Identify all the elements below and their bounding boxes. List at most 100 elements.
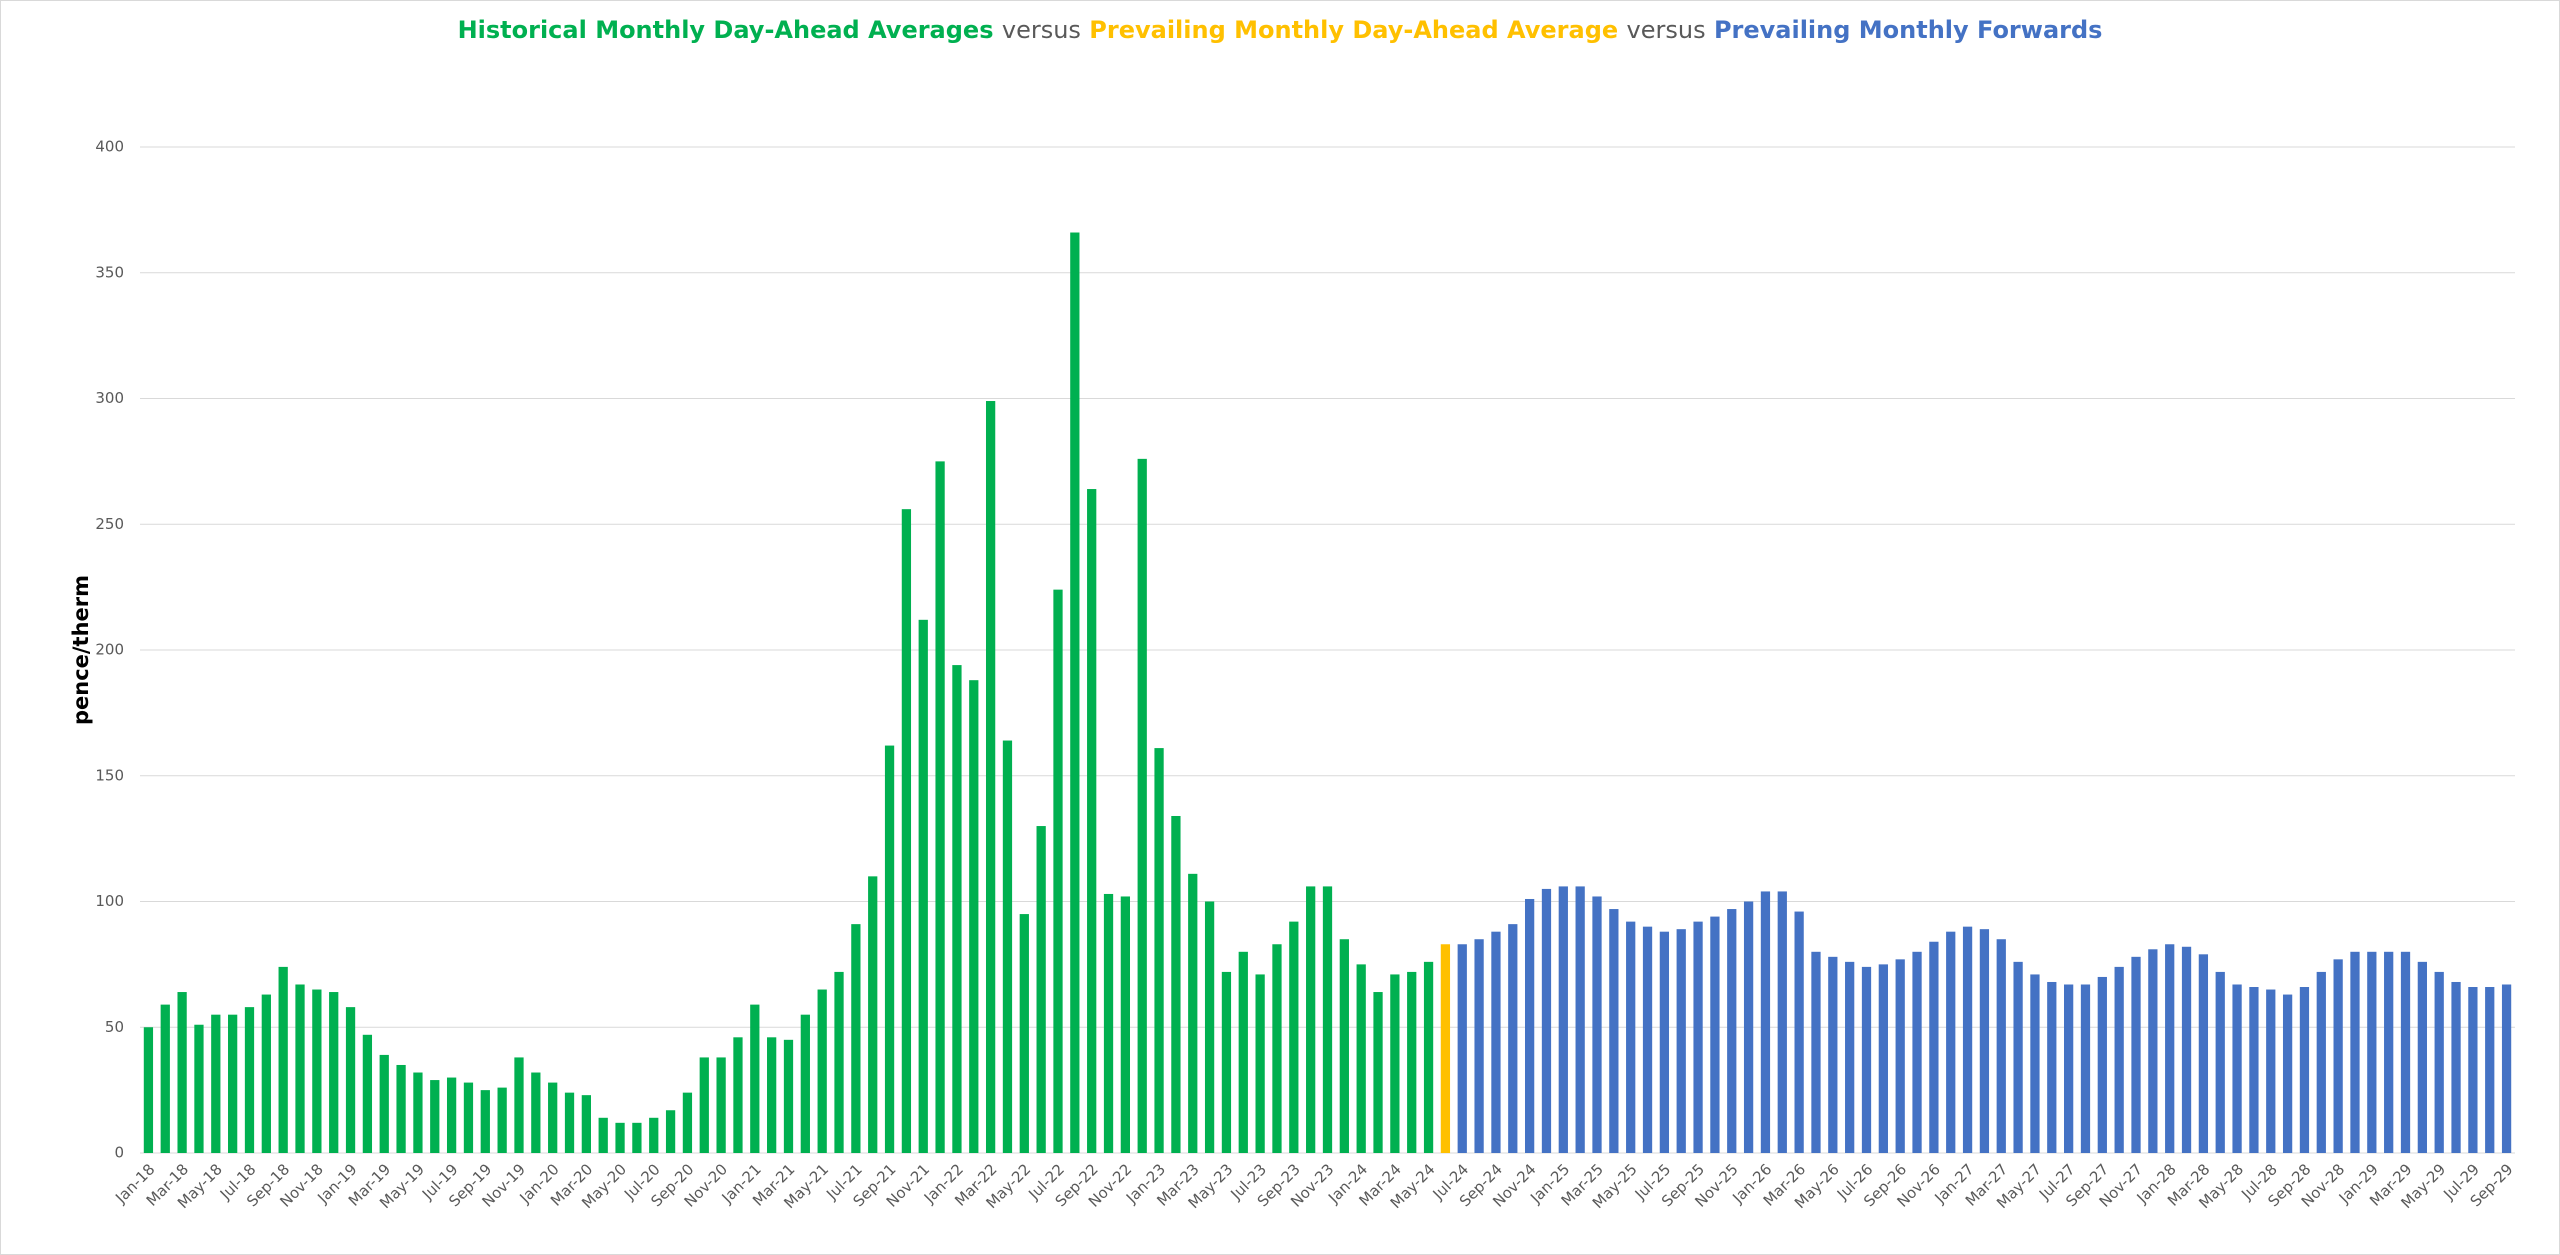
- bar: [1255, 974, 1265, 1153]
- bar: [2249, 987, 2259, 1153]
- bar: [1727, 909, 1737, 1153]
- bar: [2501, 984, 2512, 1153]
- bar: [901, 509, 912, 1153]
- bar: [1171, 815, 1181, 1153]
- bar: [1390, 974, 1400, 1153]
- bar: [2350, 951, 2360, 1153]
- bar: [278, 966, 288, 1153]
- bar: [2047, 981, 2057, 1153]
- bar: [649, 1117, 659, 1153]
- bar: [1828, 956, 1838, 1153]
- bar: [1120, 896, 1131, 1153]
- bar: [817, 989, 827, 1153]
- bar: [1979, 929, 1990, 1153]
- bar: [1760, 891, 1771, 1153]
- bar: [1491, 931, 1501, 1153]
- bar: [1289, 921, 1299, 1153]
- title-part: Prevailing Monthly Day-Ahead Average: [1089, 16, 1618, 44]
- bar: [2165, 944, 2175, 1153]
- bar: [1457, 944, 1467, 1153]
- bar: [2316, 971, 2326, 1153]
- bar: [1474, 939, 1484, 1153]
- bar: [2434, 971, 2444, 1153]
- bar: [1524, 898, 1535, 1153]
- bar: [1440, 944, 1451, 1153]
- bar: [767, 1037, 777, 1153]
- bar: [2485, 987, 2495, 1153]
- y-tick-label: 300: [95, 389, 124, 407]
- bar: [160, 1004, 170, 1153]
- bar: [2417, 961, 2427, 1153]
- bar: [2114, 966, 2124, 1153]
- bar: [1609, 909, 1619, 1153]
- bar: [531, 1072, 541, 1153]
- bar: [413, 1072, 423, 1153]
- bar: [564, 1092, 575, 1153]
- bar: [783, 1039, 794, 1153]
- y-tick-label: 250: [95, 515, 124, 533]
- title-part: Prevailing Monthly Forwards: [1714, 16, 2103, 44]
- bar: [2266, 989, 2276, 1153]
- title-part: Historical Monthly Day-Ahead Averages: [458, 16, 994, 44]
- bar: [2282, 994, 2293, 1153]
- y-axis-label: pence/therm: [69, 575, 93, 725]
- bar: [1626, 921, 1636, 1153]
- bar: [716, 1057, 726, 1153]
- bar: [1962, 926, 1973, 1153]
- bar: [1373, 992, 1383, 1153]
- bar: [345, 1007, 356, 1153]
- y-tick-label: 350: [95, 263, 124, 281]
- bar: [2400, 951, 2411, 1153]
- bar: [2232, 984, 2242, 1153]
- bar: [682, 1092, 693, 1153]
- bar: [1777, 891, 1787, 1153]
- bar: [295, 984, 305, 1153]
- bar: [985, 401, 996, 1153]
- bar: [1794, 911, 1804, 1153]
- bar: [1204, 901, 1215, 1153]
- bar: [665, 1110, 676, 1153]
- bar: [2468, 987, 2478, 1153]
- bar: [1339, 939, 1349, 1153]
- bar: [1508, 924, 1518, 1153]
- bar: [211, 1014, 221, 1153]
- bar: [1221, 971, 1232, 1153]
- bar: [1676, 929, 1686, 1153]
- bar: [834, 971, 844, 1153]
- bar: [228, 1014, 238, 1153]
- y-tick-label: 400: [95, 138, 124, 156]
- bar: [2131, 956, 2141, 1153]
- bar: [177, 992, 187, 1153]
- bar: [918, 619, 928, 1153]
- bar: [446, 1077, 457, 1153]
- bar: [1929, 941, 1939, 1153]
- bar: [733, 1037, 743, 1153]
- bar: [312, 989, 322, 1153]
- bar: [1306, 886, 1316, 1153]
- bar: [1036, 826, 1046, 1153]
- bar: [1541, 888, 1552, 1153]
- bar: [935, 461, 945, 1153]
- bar: [800, 1014, 810, 1153]
- bar: [514, 1057, 524, 1153]
- bar: [1053, 589, 1063, 1153]
- bar: [1070, 232, 1080, 1153]
- bar: [2064, 984, 2074, 1153]
- bar: [1878, 964, 1888, 1153]
- bar: [2181, 946, 2192, 1153]
- bar: [1322, 886, 1333, 1153]
- bar: [1019, 914, 1029, 1153]
- bar: [1845, 961, 1855, 1153]
- bar: [1642, 926, 1653, 1153]
- y-tick-label: 150: [95, 766, 124, 784]
- bar: [1996, 939, 2006, 1153]
- bar: [615, 1122, 625, 1153]
- bar: [1946, 931, 1956, 1153]
- bar: [1272, 944, 1282, 1153]
- bar: [1743, 901, 1754, 1153]
- y-tick-label: 50: [105, 1018, 124, 1036]
- bar: [1002, 740, 1013, 1153]
- bar: [2148, 949, 2158, 1153]
- bar: [868, 876, 878, 1153]
